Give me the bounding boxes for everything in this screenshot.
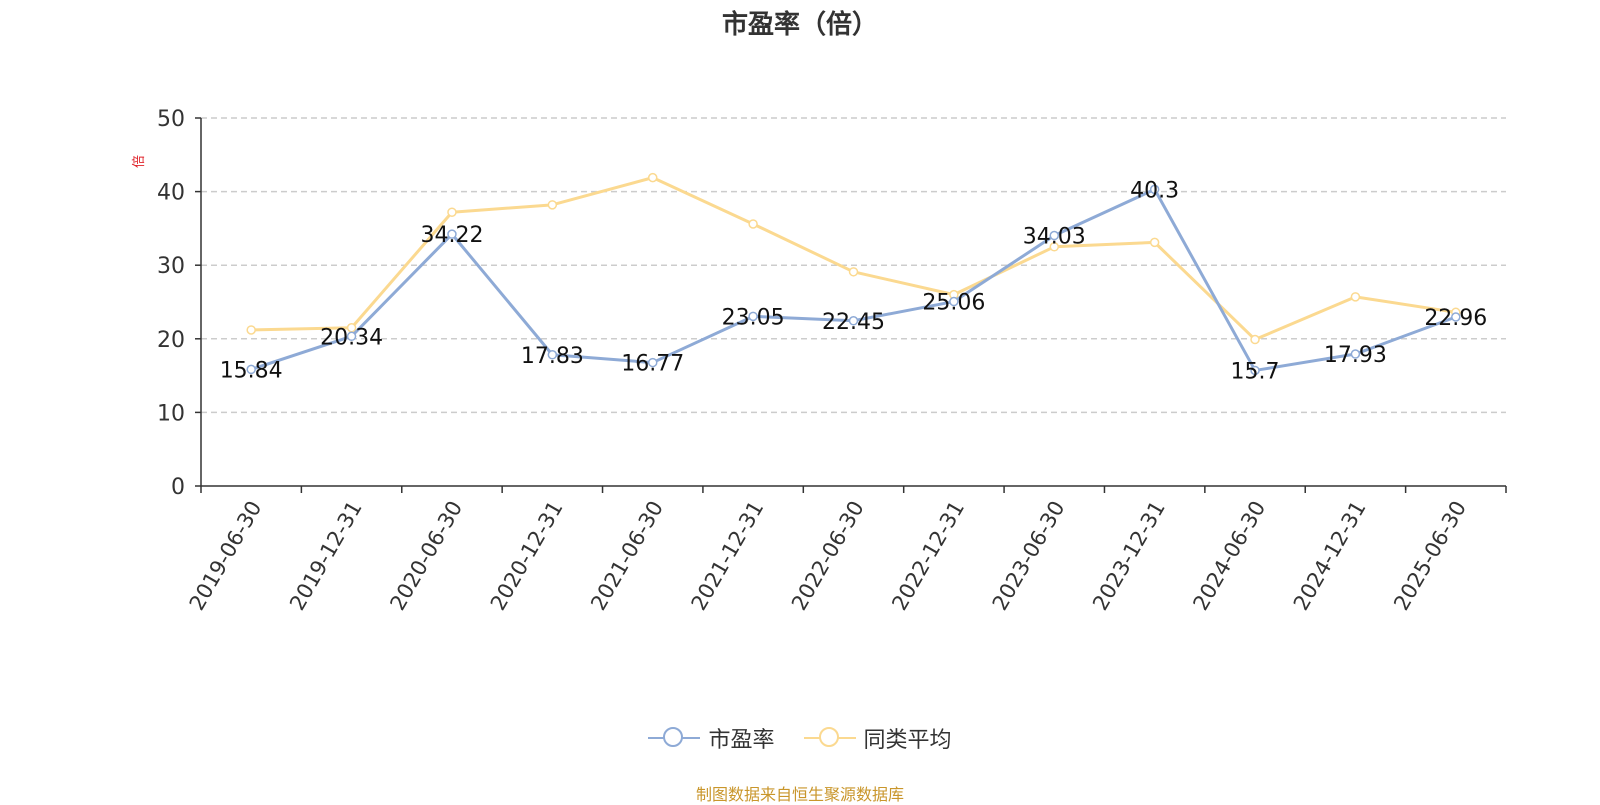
data-label-pe: 20.34	[320, 325, 383, 350]
x-tick-label: 2021-12-31	[687, 497, 769, 615]
legend-label-pe: 市盈率	[708, 728, 775, 753]
data-point-pe	[848, 316, 859, 326]
y-tick-label: 10	[157, 401, 185, 426]
x-tick-label: 2019-12-31	[285, 497, 367, 615]
series-line-pe	[250, 187, 1457, 372]
x-tick-label: 2022-06-30	[787, 497, 869, 615]
data-label-pe: 22.96	[1424, 306, 1487, 331]
x-tick-label: 2020-12-31	[486, 497, 568, 615]
data-label-pe: 23.05	[722, 305, 785, 330]
data-point-peer-avg	[748, 219, 758, 229]
data-label-pe: 16.77	[621, 352, 684, 377]
data-point-peer-avg	[447, 207, 457, 217]
data-point-peer-avg	[1049, 242, 1060, 252]
y-tick-label: 0	[171, 475, 185, 500]
x-tick-label: 2025-06-30	[1389, 497, 1471, 615]
legend-item-peer-avg[interactable]: 同类平均	[803, 722, 952, 754]
data-point-pe	[547, 350, 558, 360]
legend-label-peer-avg: 同类平均	[863, 728, 952, 753]
x-tick-label: 2020-06-30	[385, 497, 467, 615]
data-label-pe: 17.93	[1324, 343, 1387, 368]
x-tick-label: 2023-12-31	[1088, 497, 1170, 615]
data-point-pe	[748, 311, 758, 322]
data-label-pe: 15.84	[220, 358, 283, 383]
chart-title: 市盈率（倍）	[721, 10, 878, 40]
data-source-note: 制图数据来自恒生聚源数据库	[695, 785, 904, 804]
data-label-pe: 25.06	[922, 291, 985, 316]
data-point-peer-avg	[547, 200, 558, 210]
data-point-pe	[1451, 312, 1461, 322]
x-tick-label: 2024-06-30	[1188, 497, 1270, 615]
data-point-peer-avg	[1149, 237, 1160, 248]
data-point-pe	[1250, 365, 1260, 376]
legend-swatch-pe	[648, 725, 701, 751]
x-tick-label: 2023-06-30	[988, 497, 1070, 615]
data-point-peer-avg	[1250, 334, 1260, 345]
data-point-pe	[1049, 230, 1060, 241]
data-label-pe: 22.45	[822, 310, 885, 335]
data-point-pe	[949, 296, 959, 307]
data-point-pe	[1149, 184, 1160, 195]
x-tick-label: 2021-06-30	[586, 497, 668, 615]
legend: 市盈率 同类平均	[0, 722, 1600, 755]
legend-swatch-peer-avg	[803, 725, 856, 751]
data-point-peer-avg	[848, 267, 859, 277]
y-tick-label: 20	[157, 328, 185, 353]
x-tick-label: 2019-06-30	[185, 497, 267, 615]
x-tick-label: 2024-12-31	[1289, 497, 1371, 615]
data-point-peer-avg	[246, 325, 256, 335]
data-point-pe	[447, 229, 457, 239]
x-tick-label: 2022-12-31	[887, 497, 969, 615]
data-label-pe: 40.3	[1130, 178, 1179, 203]
data-point-pe	[346, 331, 357, 342]
data-point-pe	[647, 357, 658, 368]
data-label-pe: 15.7	[1231, 359, 1280, 384]
legend-item-pe[interactable]: 市盈率	[648, 722, 774, 754]
data-point-pe	[1350, 349, 1361, 359]
y-tick-label: 40	[157, 181, 185, 206]
data-point-pe	[246, 364, 256, 375]
data-point-peer-avg	[647, 172, 658, 183]
data-point-peer-avg	[1350, 292, 1361, 302]
y-tick-label: 50	[157, 107, 185, 132]
data-label-pe: 17.83	[521, 344, 584, 369]
data-label-pe: 34.03	[1023, 225, 1086, 250]
y-tick-label: 30	[157, 254, 185, 279]
data-label-pe: 34.22	[420, 223, 483, 248]
